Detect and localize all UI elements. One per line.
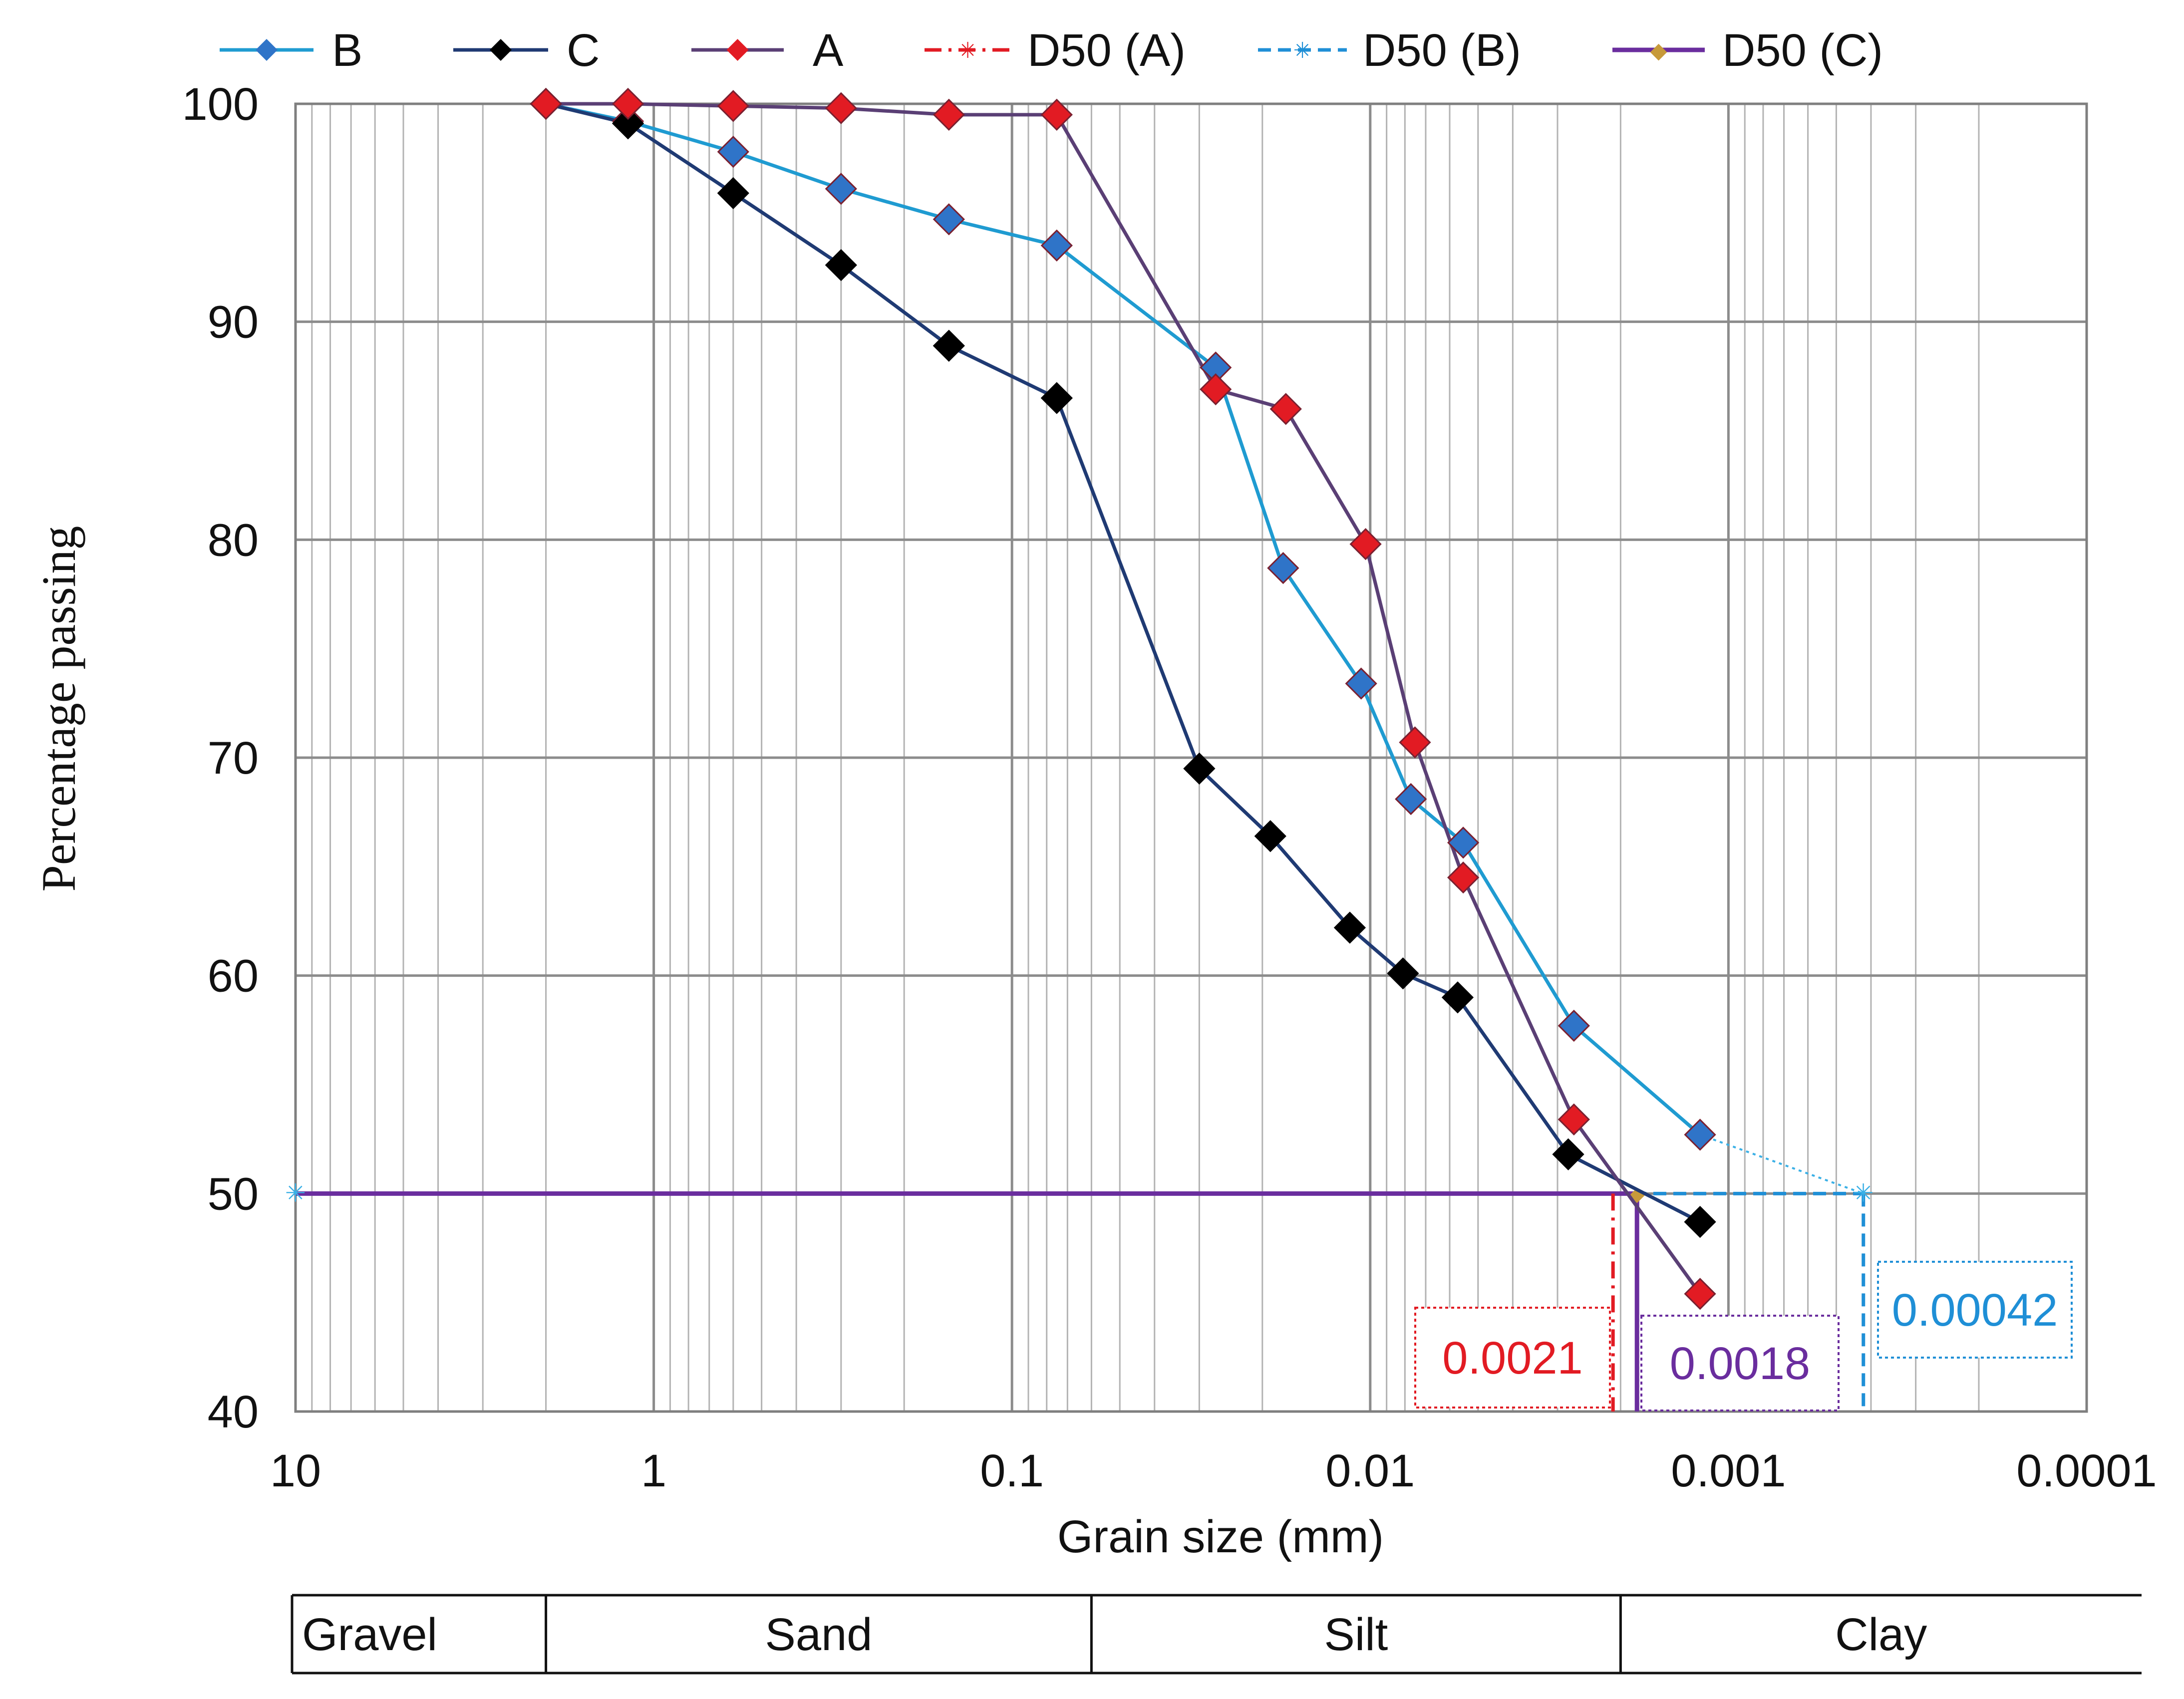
- series-b-point: [1040, 229, 1073, 262]
- y-tick-label: 70: [208, 733, 259, 784]
- y-tick-label: 90: [208, 297, 259, 348]
- legend-marker: ✳: [1293, 38, 1312, 63]
- x-tick-label: 10: [270, 1445, 321, 1496]
- legend-marker: [726, 39, 749, 61]
- soil-class-label: Silt: [1324, 1609, 1388, 1660]
- legend-label: C: [567, 25, 600, 76]
- y-axis-title: Percentage passing: [32, 526, 85, 891]
- series-a-point: [933, 98, 965, 131]
- legend: B C A ✳ D50 (A) ✳ D50 (B) ◆ D50 (C): [220, 25, 1883, 76]
- major-gridlines: [294, 102, 2088, 1413]
- plot-frame: [294, 102, 2088, 1413]
- d50-label-box: [1414, 1307, 1611, 1409]
- soil-class-label: Clay: [1835, 1609, 1927, 1660]
- series-b-point: [1345, 667, 1377, 700]
- series-c-point: [1254, 820, 1286, 852]
- series-c-point: [933, 329, 965, 362]
- legend-marker: [490, 39, 512, 61]
- series-b-point: [1395, 783, 1427, 816]
- series-a-point: [825, 92, 857, 124]
- series-a-point: [1040, 98, 1073, 131]
- legend-label: A: [813, 25, 844, 76]
- y-tick-label: 40: [208, 1387, 259, 1437]
- series-c-line: [545, 102, 1701, 1224]
- d50-label-box: [1640, 1315, 1840, 1412]
- series-c-point: [1387, 957, 1419, 990]
- series-b-line: [545, 102, 1701, 1136]
- series-c-point: [1441, 981, 1474, 1014]
- x-axis-title: Grain size (mm): [1057, 1511, 1384, 1562]
- series-b-point: [825, 173, 857, 205]
- series-a-point: [1200, 373, 1232, 406]
- x-tick-label: 0.1: [980, 1445, 1044, 1496]
- d50-label-text: 0.00042: [1892, 1285, 2058, 1336]
- x-tick-label: 0.001: [1671, 1445, 1786, 1496]
- y-tick-labels: 100 90 80 70 60 50 40: [182, 79, 259, 1437]
- series-b-point: [1558, 1009, 1590, 1042]
- series-c-point: [1183, 752, 1216, 785]
- legend-marker: ✳: [958, 38, 977, 63]
- y-tick-label: 100: [182, 79, 259, 130]
- series-a-point: [1558, 1103, 1590, 1135]
- soil-class-label: Gravel: [302, 1609, 437, 1660]
- legend-marker: [256, 39, 278, 61]
- series-a-point: [1349, 528, 1382, 561]
- y-tick-label: 80: [208, 515, 259, 566]
- d50-origin-marker: ✳: [285, 1179, 306, 1207]
- series-b-point: [1267, 552, 1299, 584]
- series-c-point: [1684, 1205, 1716, 1238]
- series-a-point: [717, 90, 749, 122]
- series-b-point: [1684, 1119, 1716, 1151]
- data-series: [530, 87, 1716, 1310]
- legend-label: D50 (A): [1027, 25, 1186, 76]
- x-tick-label: 1: [641, 1445, 666, 1496]
- legend-marker: ◆: [1650, 38, 1667, 63]
- series-c-point: [825, 249, 857, 282]
- series-a-point: [1399, 726, 1431, 759]
- series-b-point: [717, 135, 749, 168]
- series-c-point: [717, 177, 749, 210]
- legend-label: D50 (B): [1363, 25, 1521, 76]
- d50-value-labels: 0.0021 0.0018 0.00042: [1414, 1261, 2073, 1412]
- series-a-point: [1447, 861, 1480, 894]
- series-c-point: [1552, 1138, 1584, 1170]
- d50-b-marker: ✳: [1853, 1179, 1874, 1207]
- y-tick-label: 50: [208, 1168, 259, 1219]
- legend-label: B: [332, 25, 362, 76]
- series-a-point: [1269, 393, 1302, 425]
- d50-label-box: [1877, 1261, 2073, 1359]
- x-tick-labels: 10 1 0.1 0.01 0.001 0.0001: [270, 1445, 2157, 1496]
- legend-label: D50 (C): [1722, 25, 1883, 76]
- series-c-point: [612, 107, 644, 140]
- series-a-line: [546, 102, 1702, 1295]
- b-extrapolation-line: [1699, 1133, 1864, 1195]
- y-tick-label: 60: [208, 951, 259, 1002]
- series-a-point: [530, 87, 562, 120]
- series-b-point: [933, 203, 965, 236]
- d50-label-text: 0.0018: [1670, 1338, 1810, 1389]
- x-tick-label: 0.01: [1325, 1445, 1415, 1496]
- soil-classification-table: Gravel Sand Silt Clay: [291, 1594, 2142, 1675]
- x-tick-label: 0.0001: [2016, 1445, 2157, 1496]
- series-c-point: [1333, 911, 1366, 944]
- series-a-point: [1684, 1278, 1716, 1310]
- series-a-point: [612, 87, 644, 120]
- soil-class-label: Sand: [765, 1609, 873, 1660]
- series-b-point: [1447, 827, 1480, 859]
- series-c-point: [1040, 382, 1073, 414]
- d50-lines: ✳ ✳◆: [285, 1133, 1874, 1412]
- d50-label-text: 0.0021: [1442, 1333, 1582, 1384]
